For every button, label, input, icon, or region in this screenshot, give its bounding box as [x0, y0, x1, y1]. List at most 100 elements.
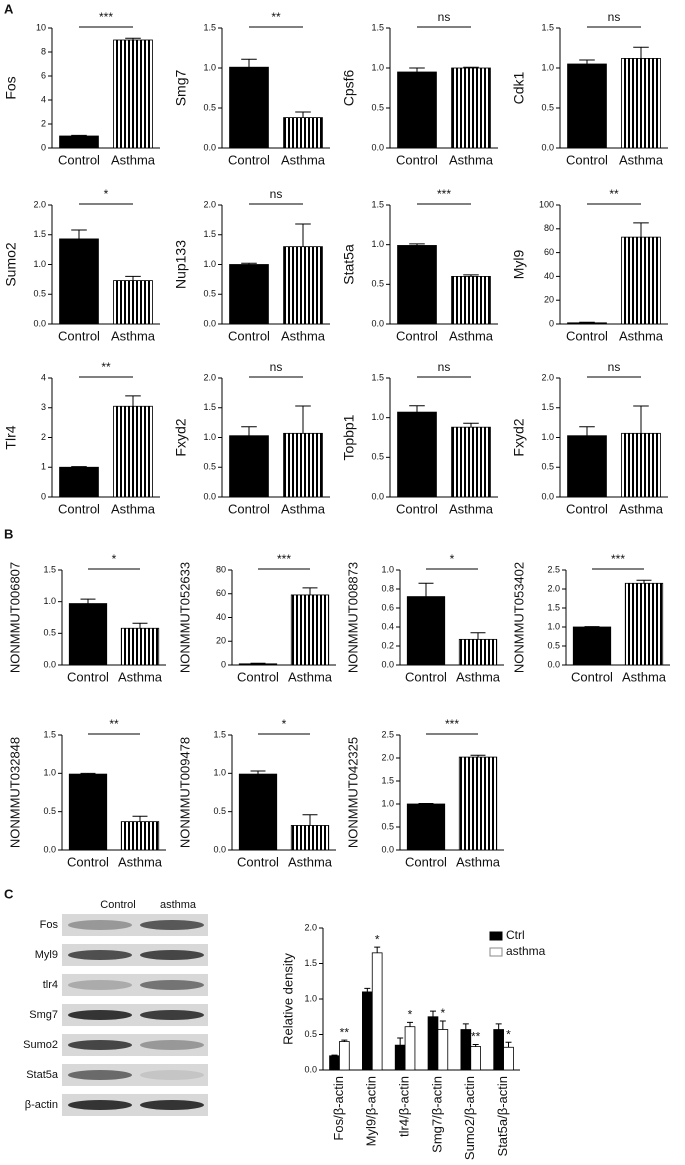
significance: * — [282, 717, 287, 731]
y-tick-label: 0.0 — [371, 491, 384, 501]
x-tick-label: Control — [396, 152, 438, 167]
x-tick-label: Asthma — [281, 152, 326, 167]
error-bar — [132, 815, 148, 822]
y-tick-label: 0 — [221, 659, 226, 669]
y-tick-label: 20 — [216, 636, 226, 646]
x-tick-label: Asthma — [118, 854, 163, 869]
bar — [339, 1041, 350, 1071]
error-bar — [409, 67, 425, 72]
y-tick-label: 0.0 — [43, 659, 56, 669]
x-tick-label: Asthma — [456, 854, 501, 869]
blot-column: Control — [100, 899, 135, 911]
x-tick-label: Asthma — [281, 328, 326, 343]
error-bar — [302, 814, 318, 826]
error-bar — [295, 223, 311, 247]
x-tick-label: Myl9/β-actin — [364, 1076, 379, 1146]
blot-strip — [62, 1034, 208, 1056]
error-bar — [80, 772, 96, 775]
bar — [229, 264, 269, 325]
x-tick-label: Control — [228, 152, 270, 167]
blot-row: Fos — [40, 919, 59, 931]
significance: ** — [340, 1025, 350, 1039]
error-bar — [295, 111, 311, 118]
y-tick-label: 100 — [539, 199, 554, 209]
blot-strip — [62, 1064, 208, 1086]
error-bar — [132, 622, 148, 629]
error-bar — [495, 1023, 502, 1030]
bar — [404, 1026, 416, 1071]
y-tick-label: 2.0 — [203, 372, 216, 382]
blot-band — [140, 1100, 204, 1110]
y-tick-label: 1.5 — [203, 402, 216, 412]
error-bar — [463, 66, 479, 68]
blot-row: Sumo2 — [23, 1039, 58, 1051]
error-bar — [633, 46, 649, 59]
error-bar — [470, 632, 486, 640]
y-axis-label: Cdk1 — [511, 71, 527, 104]
error-bar — [241, 58, 257, 68]
y-tick-label: 1.0 — [203, 259, 216, 269]
bar — [397, 71, 437, 149]
bar — [621, 236, 661, 325]
y-tick-label: 40 — [544, 271, 554, 281]
blot-band — [68, 950, 132, 960]
y-tick-label: 0.0 — [43, 844, 56, 854]
blot-band — [68, 1100, 132, 1110]
bar — [458, 756, 498, 851]
y-tick-label: 4 — [41, 372, 46, 382]
error-bar — [71, 229, 87, 239]
bar — [621, 58, 661, 149]
significance: * — [450, 552, 455, 566]
blot-strip — [62, 1094, 208, 1116]
x-tick-label: Control — [58, 152, 100, 167]
y-tick-label: 2.0 — [547, 583, 560, 593]
bar — [427, 1016, 439, 1071]
bar — [229, 66, 269, 149]
x-tick-label: Control — [571, 669, 613, 684]
y-tick-label: 1.0 — [203, 62, 216, 72]
y-tick-label: 0.5 — [541, 102, 554, 112]
x-tick-label: Asthma — [449, 501, 494, 516]
x-tick-label: Asthma — [111, 328, 156, 343]
bar — [437, 1029, 449, 1071]
blot-row: β-actin — [25, 1099, 58, 1111]
panel-label: C — [4, 886, 14, 901]
x-tick-label: Control — [405, 669, 447, 684]
y-tick-label: 40 — [216, 612, 226, 622]
y-tick-label: 2 — [41, 118, 46, 128]
y-tick-label: 1 — [41, 462, 46, 472]
significance: * — [506, 1027, 511, 1041]
error-bar — [633, 405, 649, 434]
bar — [113, 280, 153, 325]
y-tick-label: 1.0 — [43, 596, 56, 606]
bar — [68, 603, 108, 666]
y-tick-label: 0.0 — [541, 142, 554, 152]
blot-band — [68, 1070, 132, 1080]
x-tick-label: Control — [228, 328, 270, 343]
y-tick-label: 0.0 — [371, 142, 384, 152]
bar — [406, 803, 446, 851]
y-tick-label: 0.5 — [371, 102, 384, 112]
blot-row: Smg7 — [29, 1009, 58, 1021]
significance: * — [112, 552, 117, 566]
y-tick-label: 1.5 — [371, 372, 384, 382]
y-tick-label: 1.0 — [541, 62, 554, 72]
bar — [397, 411, 437, 498]
blot-row: Stat5a — [26, 1069, 59, 1081]
y-axis-label: Relative density — [280, 953, 295, 1045]
y-axis-label: NONMMUT052633 — [177, 562, 192, 673]
bar — [470, 1046, 482, 1071]
bar — [567, 435, 607, 498]
blot-band — [68, 920, 132, 930]
error-bar — [250, 662, 266, 664]
y-tick-label: 1.5 — [33, 229, 46, 239]
blot-band — [140, 950, 204, 960]
y-tick-label: 0.5 — [381, 821, 394, 831]
error-bar — [397, 1037, 404, 1046]
y-tick-label: 0.0 — [381, 659, 394, 669]
blot-band — [140, 1070, 204, 1080]
bar — [503, 1046, 514, 1071]
error-bar — [636, 579, 652, 584]
y-tick-label: 1.5 — [203, 229, 216, 239]
